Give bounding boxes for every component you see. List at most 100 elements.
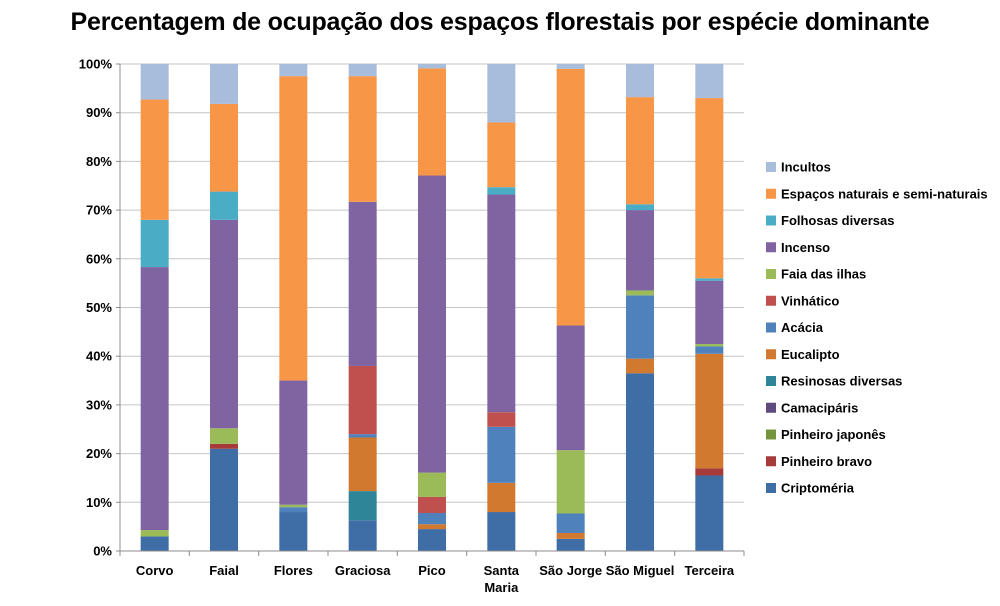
bar-segment-terceira-incultos: [695, 64, 724, 99]
bar-segment-terceira-incenso: [695, 280, 724, 345]
x-tick-label-santa-maria: Santa Maria: [484, 563, 520, 595]
bar-segment-sao-miguel-faia-das-ilhas: [626, 290, 654, 296]
legend-item-acacia: Acácia: [766, 320, 824, 335]
legend-item-camaciparis: Camacipáris: [766, 400, 858, 415]
legend-label: Resinosas diversas: [781, 374, 902, 389]
chart-title: Percentagem de ocupação dos espaços flor…: [70, 8, 930, 36]
legend-label: Acácia: [781, 320, 824, 335]
legend-swatch: [766, 429, 776, 440]
legend-swatch: [766, 376, 776, 386]
legend-swatch: [766, 242, 776, 253]
bar-segment-sao-jorge-eucalipto: [556, 532, 585, 539]
x-tick-label-sao-jorge: São Jorge: [539, 563, 602, 578]
legend-swatch: [766, 215, 776, 226]
bar-segment-pico-acacia: [418, 513, 446, 525]
y-axis-tick-labels: 0% 10% 20% 30% 40% 50% 60% 70% 80% 90% 100%: [79, 57, 113, 559]
legend-label: Faia das ilhas: [781, 267, 866, 282]
bar-segment-santa-maria-espacos-naturais-e-semi-naturais: [487, 122, 516, 188]
bar-segment-santa-maria-incultos: [487, 64, 516, 123]
bar-segment-sao-miguel-incenso: [626, 210, 654, 291]
bars: [140, 64, 724, 551]
legend-label: Camacipáris: [781, 400, 858, 415]
bar-segment-sao-jorge-incenso: [556, 325, 585, 451]
legend-item-espacos-naturais-e-semi-naturais: Espaços naturais e semi-naturais: [766, 186, 988, 201]
legend-swatch: [766, 349, 776, 360]
bar-segment-sao-jorge-espacos-naturais-e-semi-naturais: [556, 68, 585, 326]
y-tick-label: 50%: [86, 300, 112, 315]
bar-segment-santa-maria-incenso: [487, 194, 516, 413]
bar-segment-graciosa-espacos-naturais-e-semi-naturais: [348, 76, 377, 202]
bar-segment-faial-incultos: [210, 64, 238, 104]
y-tick-label: 10%: [86, 495, 112, 510]
bar-segment-graciosa-vinhatico: [348, 365, 377, 435]
legend-swatch: [766, 322, 776, 333]
bar-segment-flores-criptomeria: [279, 512, 308, 551]
bar-segment-pico-incenso: [418, 175, 446, 473]
legend-swatch: [766, 269, 776, 279]
legend-item-faia-das-ilhas: Faia das ilhas: [766, 267, 866, 282]
x-axis-tick-labels: Corvo Faial Flores Graciosa Pico Santa Maria Sã…: [136, 563, 735, 595]
y-tick-label: 0%: [93, 544, 112, 559]
bar-segment-faial-espacos-naturais-e-semi-naturais: [210, 103, 238, 192]
legend-swatch: [766, 162, 776, 172]
x-tick-label-faial: Faial: [209, 563, 239, 578]
legend-item-criptomeria: Criptoméria: [766, 481, 855, 496]
legend-item-resinosas-diversas: Resinosas diversas: [766, 374, 902, 389]
bar-segment-santa-maria-criptomeria: [487, 512, 516, 551]
bar-segment-flores-espacos-naturais-e-semi-naturais: [279, 76, 308, 381]
legend-label: Espaços naturais e semi-naturais: [781, 186, 988, 201]
bar-segment-faial-folhosas-diversas: [210, 191, 238, 220]
bar-segment-sao-miguel-eucalipto: [626, 358, 654, 374]
bar-segment-pico-faia-das-ilhas: [418, 472, 446, 497]
legend-label: Criptoméria: [781, 481, 855, 496]
x-tick-label-graciosa: Graciosa: [335, 563, 391, 578]
bar-segment-pico-espacos-naturais-e-semi-naturais: [418, 68, 446, 176]
bar-segment-faial-incenso: [210, 219, 238, 429]
x-tick-label-corvo: Corvo: [136, 563, 174, 578]
bar-segment-sao-jorge-faia-das-ilhas: [556, 450, 585, 514]
bar-segment-terceira-criptomeria: [695, 475, 724, 551]
bar-segment-sao-miguel-espacos-naturais-e-semi-naturais: [626, 97, 654, 205]
legend-swatch: [766, 483, 776, 493]
bar-segment-sao-miguel-incultos: [626, 64, 654, 98]
bar-segment-santa-maria-acacia: [487, 426, 516, 483]
x-tick-label-sao-miguel: São Miguel: [606, 563, 675, 578]
bar-segment-sao-miguel-criptomeria: [626, 373, 654, 551]
bar-segment-sao-miguel-acacia: [626, 295, 654, 359]
legend-swatch: [766, 295, 776, 306]
bar-segment-corvo-incultos: [140, 64, 169, 100]
legend-item-vinhatico: Vinhático: [766, 293, 839, 308]
legend-item-incultos: Incultos: [766, 160, 831, 175]
legend-label: Eucalipto: [781, 347, 840, 362]
bar-segment-terceira-eucalipto: [695, 353, 724, 469]
bar-segment-corvo-folhosas-diversas: [140, 219, 169, 268]
bar-segment-terceira-pinheiro-bravo: [695, 468, 724, 476]
bar-segment-sao-jorge-criptomeria: [556, 538, 585, 551]
bar-segment-pico-eucalipto: [418, 524, 446, 530]
legend-item-incenso: Incenso: [766, 240, 830, 255]
bar-segment-corvo-espacos-naturais-e-semi-naturais: [140, 99, 169, 220]
legend-label: Folhosas diversas: [781, 213, 894, 228]
x-tick-label-terceira: Terceira: [685, 563, 735, 578]
bar-segment-faial-criptomeria: [210, 448, 238, 551]
bar-segment-corvo-criptomeria: [140, 536, 169, 551]
legend-label: Pinheiro japonês: [781, 427, 886, 442]
bar-segment-faial-faia-das-ilhas: [210, 428, 238, 444]
bar-segment-sao-jorge-acacia: [556, 513, 585, 533]
legend: Incultos Espaços naturais e semi-naturais…: [766, 160, 988, 496]
y-tick-label: 90%: [86, 105, 112, 120]
bar-segment-graciosa-eucalipto: [348, 437, 377, 492]
y-tick-label: 70%: [86, 203, 112, 218]
bar-segment-pico-vinhatico: [418, 496, 446, 514]
legend-swatch: [766, 456, 776, 467]
x-tick-label-pico: Pico: [418, 563, 446, 578]
legend-swatch: [766, 188, 776, 199]
legend-label: Incultos: [781, 160, 831, 175]
y-tick-label: 60%: [86, 251, 112, 266]
y-tick-label: 20%: [86, 446, 112, 461]
bar-segment-pico-incultos: [418, 64, 446, 69]
legend-item-pinheiro-japones: Pinheiro japonês: [766, 427, 886, 442]
bar-segment-terceira-espacos-naturais-e-semi-naturais: [695, 98, 724, 279]
bar-segment-graciosa-criptomeria: [348, 520, 377, 551]
